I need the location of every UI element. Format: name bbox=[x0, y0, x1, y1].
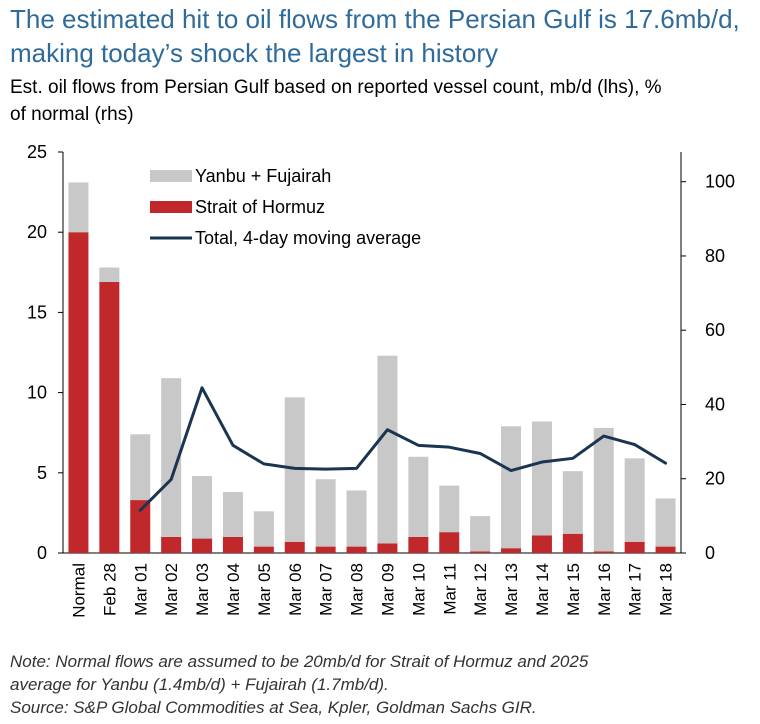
x-tick-label: Mar 05 bbox=[255, 563, 274, 616]
bar-strait-of-hormuz bbox=[346, 546, 367, 553]
chart-title-line-1: The estimated hit to oil flows from the … bbox=[10, 4, 740, 34]
y-tick-label-left: 20 bbox=[27, 222, 47, 242]
bar-yanbu-fujairah bbox=[624, 458, 645, 542]
x-tick-label: Mar 03 bbox=[193, 563, 212, 616]
bar-yanbu-fujairah bbox=[222, 492, 243, 537]
legend-label: Strait of Hormuz bbox=[195, 197, 325, 217]
bar-strait-of-hormuz bbox=[377, 543, 398, 553]
chart-bars bbox=[68, 182, 676, 553]
y-tick-label-left: 0 bbox=[37, 543, 47, 563]
bar-yanbu-fujairah bbox=[501, 426, 522, 549]
x-tick-label: Mar 14 bbox=[533, 563, 552, 616]
bar-yanbu-fujairah bbox=[655, 498, 676, 547]
chart-axes: 0 5 10 15 20 25 0 20 40 60 80 100 bbox=[27, 142, 735, 563]
bar-yanbu-fujairah bbox=[99, 267, 120, 282]
bar-strait-of-hormuz bbox=[253, 546, 274, 553]
bar-yanbu-fujairah bbox=[192, 476, 213, 539]
bar-strait-of-hormuz bbox=[501, 548, 522, 553]
bar-strait-of-hormuz bbox=[439, 532, 460, 553]
bar-yanbu-fujairah bbox=[439, 485, 460, 533]
note-line-1: Note: Normal flows are assumed to be 20m… bbox=[10, 652, 589, 671]
chart-subtitle-line-2: of normal (rhs) bbox=[10, 104, 134, 125]
x-tick-label: Mar 02 bbox=[162, 563, 181, 616]
chart-subtitle: Est. oil flows from Persian Gulf based o… bbox=[10, 74, 755, 128]
chart-footnote: Note: Normal flows are assumed to be 20m… bbox=[10, 650, 755, 719]
x-tick-label: Mar 01 bbox=[131, 563, 150, 616]
x-tick-label: Mar 10 bbox=[409, 563, 428, 616]
bar-strait-of-hormuz bbox=[222, 536, 243, 553]
x-tick-label: Mar 17 bbox=[626, 563, 645, 616]
legend-label: Yanbu + Fujairah bbox=[195, 166, 331, 186]
source-line: Source: S&P Global Commodities at Sea, K… bbox=[10, 698, 537, 717]
bar-strait-of-hormuz bbox=[68, 232, 89, 553]
bar-strait-of-hormuz bbox=[315, 546, 336, 553]
x-tick-label: Mar 11 bbox=[440, 563, 459, 615]
chart-title-line-2: making today’s shock the largest in hist… bbox=[10, 38, 498, 68]
legend-label: Total, 4-day moving average bbox=[195, 228, 421, 248]
x-tick-label: Mar 08 bbox=[348, 563, 367, 616]
y-tick-label-right: 80 bbox=[705, 246, 725, 266]
bar-yanbu-fujairah bbox=[562, 471, 583, 534]
y-tick-label-left: 25 bbox=[27, 142, 47, 162]
x-tick-label: Mar 07 bbox=[317, 563, 336, 616]
x-tick-label: Mar 18 bbox=[657, 563, 676, 616]
x-tick-label: Mar 13 bbox=[502, 563, 521, 616]
line-total-4-day-moving-average bbox=[138, 386, 668, 512]
bar-yanbu-fujairah bbox=[161, 378, 182, 537]
bar-strait-of-hormuz bbox=[655, 546, 676, 553]
bar-strait-of-hormuz bbox=[531, 535, 552, 553]
bar-strait-of-hormuz bbox=[99, 281, 120, 553]
bar-yanbu-fujairah bbox=[470, 516, 491, 552]
bar-strait-of-hormuz bbox=[470, 551, 491, 553]
y-tick-label-right: 0 bbox=[705, 543, 715, 563]
bar-yanbu-fujairah bbox=[253, 511, 274, 547]
y-tick-label-left: 5 bbox=[37, 463, 47, 483]
bar-yanbu-fujairah bbox=[130, 434, 151, 501]
y-tick-label-right: 60 bbox=[705, 320, 725, 340]
x-tick-label: Mar 16 bbox=[595, 563, 614, 616]
bar-yanbu-fujairah bbox=[593, 427, 614, 552]
bar-strait-of-hormuz bbox=[284, 541, 305, 553]
x-tick-label: Normal bbox=[69, 563, 88, 618]
bar-yanbu-fujairah bbox=[408, 456, 429, 537]
bar-strait-of-hormuz bbox=[624, 541, 645, 553]
bar-yanbu-fujairah bbox=[315, 479, 336, 547]
bar-yanbu-fujairah bbox=[531, 421, 552, 536]
legend-swatch bbox=[150, 201, 192, 213]
bar-yanbu-fujairah bbox=[346, 490, 367, 547]
x-tick-label: Feb 28 bbox=[100, 563, 119, 616]
bar-strait-of-hormuz bbox=[593, 551, 614, 553]
y-tick-label-left: 10 bbox=[27, 383, 47, 403]
x-tick-label: Mar 12 bbox=[471, 563, 490, 616]
stacked-bar-chart: 0 5 10 15 20 25 0 20 40 60 80 100 Normal Feb 28 Mar 0… bbox=[27, 142, 735, 618]
y-tick-label-right: 20 bbox=[705, 469, 725, 489]
chart-legend: Yanbu + Fujairah Strait of Hormuz Total, 4… bbox=[150, 166, 421, 248]
chart-title: The estimated hit to oil flows from the … bbox=[10, 2, 755, 70]
bar-strait-of-hormuz bbox=[161, 536, 182, 553]
x-tick-label: Mar 06 bbox=[286, 563, 305, 616]
note-line-2: average for Yanbu (1.4mb/d) + Fujairah (… bbox=[10, 675, 389, 694]
x-tick-label: Mar 15 bbox=[564, 563, 583, 616]
y-tick-label-left: 15 bbox=[27, 302, 47, 322]
bar-strait-of-hormuz bbox=[130, 500, 151, 553]
bar-strait-of-hormuz bbox=[562, 533, 583, 553]
chart-subtitle-line-1: Est. oil flows from Persian Gulf based o… bbox=[10, 77, 662, 98]
bar-yanbu-fujairah bbox=[377, 355, 398, 544]
bar-yanbu-fujairah bbox=[68, 182, 89, 233]
x-tick-labels: Normal Feb 28 Mar 01 Mar 02 Mar 03 Mar 04 Mar … bbox=[69, 563, 675, 618]
chart-line bbox=[138, 386, 668, 512]
legend-swatch bbox=[150, 170, 192, 182]
x-tick-label: Mar 09 bbox=[378, 563, 397, 616]
x-tick-label: Mar 04 bbox=[224, 563, 243, 616]
y-tick-label-right: 100 bbox=[705, 172, 735, 192]
bar-strait-of-hormuz bbox=[192, 538, 213, 553]
y-tick-label-right: 40 bbox=[705, 394, 725, 414]
bar-strait-of-hormuz bbox=[408, 536, 429, 553]
